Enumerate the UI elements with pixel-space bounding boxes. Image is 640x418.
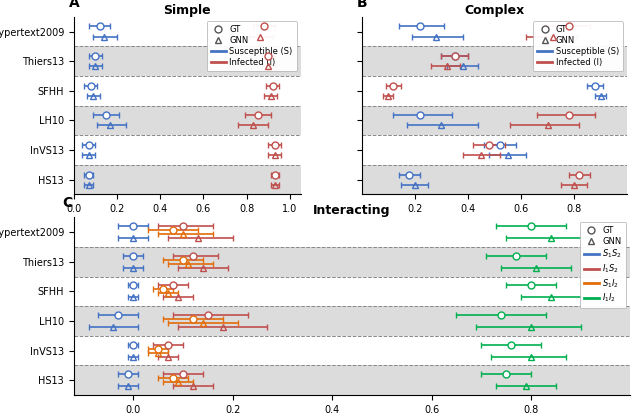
Bar [74, 336, 630, 365]
Title: Complex: Complex [464, 4, 525, 17]
Legend: GT, GNN, Susceptible (S), Infected (I): GT, GNN, Susceptible (S), Infected (I) [207, 21, 296, 71]
Text: C: C [63, 196, 73, 210]
Bar [362, 17, 627, 46]
Bar [362, 46, 627, 76]
Bar [74, 165, 301, 194]
Bar [74, 17, 301, 46]
X-axis label: Fraction of nodes: Fraction of nodes [449, 219, 540, 229]
Bar [74, 365, 630, 395]
Text: B: B [356, 0, 367, 10]
Bar [74, 217, 630, 247]
Bar [74, 46, 301, 76]
Bar [362, 76, 627, 105]
Title: Interacting: Interacting [313, 204, 391, 217]
Bar [74, 76, 301, 105]
X-axis label: Fraction of nodes: Fraction of nodes [142, 219, 232, 229]
Title: Simple: Simple [163, 4, 211, 17]
Bar [362, 165, 627, 194]
Bar [74, 247, 630, 277]
Bar [362, 135, 627, 165]
Text: A: A [69, 0, 80, 10]
Legend: GT, GNN, $S_1S_2$, $I_1S_2$, $S_1I_2$, $I_1I_2$: GT, GNN, $S_1S_2$, $I_1S_2$, $S_1I_2$, $… [580, 222, 626, 308]
Legend: GT, GNN, Susceptible (S), Infected (I): GT, GNN, Susceptible (S), Infected (I) [533, 21, 623, 71]
Bar [74, 306, 630, 336]
Bar [74, 135, 301, 165]
Bar [74, 277, 630, 306]
Bar [362, 105, 627, 135]
Bar [74, 105, 301, 135]
